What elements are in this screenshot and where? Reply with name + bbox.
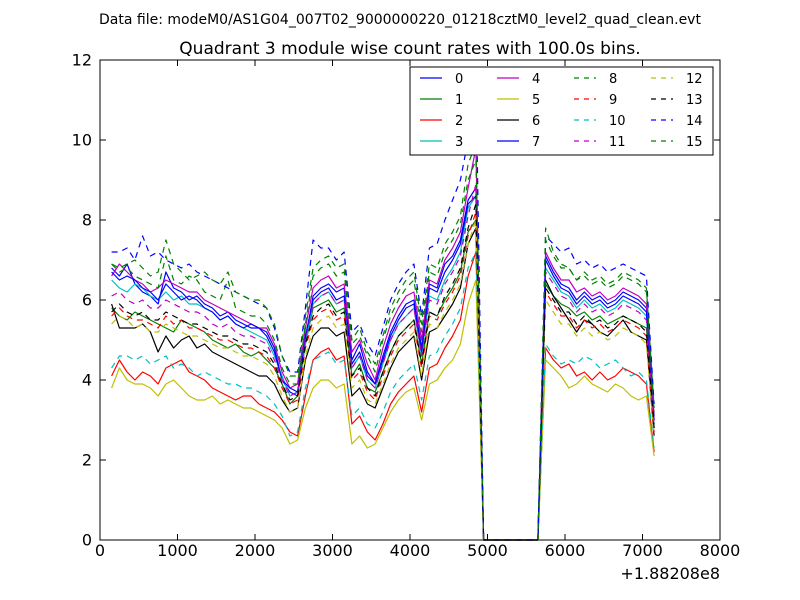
series-line-8-seg2 <box>537 239 655 541</box>
series-line-12-seg2 <box>537 299 655 541</box>
legend-label-5: 5 <box>532 93 540 108</box>
legend-label-13: 13 <box>686 93 703 108</box>
x-tick-label: 8000 <box>700 541 741 560</box>
y-tick-label: 12 <box>72 51 92 70</box>
series-line-2-seg2 <box>537 347 655 541</box>
legend-label-11: 11 <box>609 135 626 150</box>
y-tick-label: 0 <box>82 531 92 550</box>
series-line-6-seg1 <box>111 227 538 541</box>
legend-label-15: 15 <box>686 135 703 150</box>
series-line-11-seg1 <box>111 183 538 541</box>
legend-label-7: 7 <box>532 135 540 150</box>
legend-label-14: 14 <box>686 114 703 129</box>
legend-box <box>409 66 714 156</box>
x-tick-label: 7000 <box>622 541 663 560</box>
x-tick-label: 3000 <box>312 541 353 560</box>
series-line-13-seg1 <box>111 203 538 541</box>
y-tick-label: 6 <box>82 291 92 310</box>
series-line-4-seg2 <box>537 251 655 541</box>
series-line-10-seg2 <box>537 343 655 541</box>
x-tick-label: 0 <box>95 541 105 560</box>
series-line-0-seg1 <box>111 187 538 541</box>
chart-title: Quadrant 3 module wise count rates with … <box>179 39 640 59</box>
legend-label-6: 6 <box>532 114 540 129</box>
legend-label-10: 10 <box>609 114 626 129</box>
x-tick-label: 1000 <box>157 541 198 560</box>
legend-label-12: 12 <box>686 72 703 87</box>
series-line-12-seg1 <box>111 219 538 541</box>
series-line-15-seg1 <box>111 143 538 541</box>
series-line-10-seg1 <box>111 251 538 541</box>
y-tick-label: 4 <box>82 371 92 390</box>
y-tick-label: 2 <box>82 451 92 470</box>
series-line-11-seg2 <box>537 271 655 541</box>
series-line-0-seg2 <box>537 255 655 541</box>
x-tick-label: 4000 <box>390 541 431 560</box>
series-line-4-seg1 <box>111 147 538 541</box>
series-line-2-seg1 <box>111 251 538 541</box>
series-line-5-seg1 <box>111 279 538 541</box>
legend-label-8: 8 <box>609 72 617 87</box>
legend-label-2: 2 <box>455 114 463 129</box>
series-line-7-seg1 <box>111 195 538 541</box>
legend-label-4: 4 <box>532 72 540 87</box>
series-line-13-seg2 <box>537 287 655 541</box>
legend-label-9: 9 <box>609 93 617 108</box>
legend-label-0: 0 <box>455 72 463 87</box>
series-line-15-seg2 <box>537 227 655 541</box>
series-line-7-seg2 <box>537 259 655 541</box>
series-line-8-seg1 <box>111 159 538 541</box>
x-tick-label: 2000 <box>235 541 276 560</box>
chart-suptitle: Data file: modeM0/AS1G04_007T02_90000002… <box>99 12 701 28</box>
x-tick-label: 5000 <box>467 541 508 560</box>
legend-label-1: 1 <box>455 93 463 108</box>
legend-label-3: 3 <box>455 135 463 150</box>
series-line-9-seg2 <box>537 291 655 541</box>
x-tick-label: 6000 <box>545 541 586 560</box>
x-offset-label: +1.88208e8 <box>620 564 720 583</box>
y-tick-label: 10 <box>72 131 92 150</box>
y-tick-label: 8 <box>82 211 92 230</box>
axis-ticks: 0 1000 2000 3000 4000 5000 6000 7000 80000246810… <box>72 51 741 561</box>
series-line-3-seg2 <box>537 267 655 541</box>
series-line-14-seg2 <box>537 235 655 541</box>
series-line-5-seg2 <box>537 359 655 541</box>
